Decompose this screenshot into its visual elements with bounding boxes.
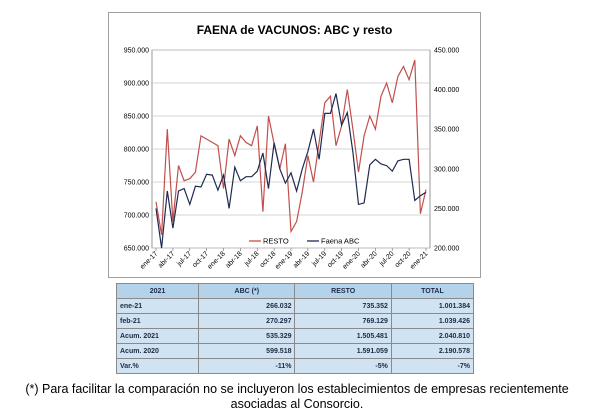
y-left-tick-label: 750.000 [124,180,149,187]
table-cell: Acum. 2020 [115,343,200,359]
table-header: 2021 [115,283,200,299]
summary-table: 2021 ABC (*) RESTO TOTAL ene-21 266.032 … [115,283,475,374]
x-tick-label: jul-20 [378,250,396,268]
x-tick-label: abr-20 [360,250,379,269]
footnote-line: asociadas al Consorcio. [230,397,364,411]
table-cell: 2.040.810 [390,328,475,344]
y-left-tick-label: 950.000 [124,48,149,55]
legend-label: Faena ABC [321,237,360,246]
table-row: ene-21 266.032 735.352 1.001.384 [115,298,475,314]
x-tick-label: abr-19 [292,250,311,269]
legend: RESTO Faena ABC [249,237,360,246]
x-tick-label: abr-18 [225,250,244,269]
table-row: Acum. 2021 535.329 1.505.481 2.040.810 [115,328,475,344]
axis-labels: 650.000 700.000 750.000 800.000 850.000 900.0… [124,48,460,253]
table-cell: 1.039.426 [390,313,475,329]
table-cell: 735.352 [294,298,392,314]
y-left-tick-label: 850.000 [124,114,149,121]
table-header: TOTAL [390,283,475,299]
y-right-tick-label: 450.000 [434,48,459,55]
table-cell: ene-21 [115,298,200,314]
table-cell: -11% [198,358,296,374]
x-tick-label: ene-18 [207,250,227,270]
table-cell: 270.297 [198,313,296,329]
grid-lines [152,49,430,249]
y-right-tick-label: 200.000 [434,246,459,253]
series-line-resto [155,59,427,235]
y-left-tick-label: 700.000 [124,213,149,220]
legend-label: RESTO [263,237,289,246]
footnote-line: (*) Para facilitar la comparación no se … [25,382,569,396]
chart-frame: FAENA de VACUNOS: ABC y resto ene-17 abr-… [108,12,481,278]
table-cell: 599.518 [198,343,296,359]
x-tick-label: jul-17 [175,250,193,268]
x-tick-label: jul-18 [243,250,261,268]
y-right-tick-label: 400.000 [434,87,459,94]
y-right-tick-label: 250.000 [434,206,459,213]
table-cell: -5% [294,358,392,374]
table-header-row: 2021 ABC (*) RESTO TOTAL [115,283,475,299]
y-left-tick-label: 800.000 [124,147,149,154]
x-tick-label: jul-19 [310,250,328,268]
table-cell: feb-21 [115,313,200,329]
table-cell: Acum. 2021 [115,328,200,344]
chart-title: FAENA de VACUNOS: ABC y resto [196,23,393,37]
table-cell: 769.129 [294,313,392,329]
y-left-tick-label: 650.000 [124,246,149,253]
table-row: feb-21 270.297 769.129 1.039.426 [115,313,475,329]
x-tick-label: ene-20 [342,250,362,270]
table-header: ABC (*) [198,283,296,299]
x-tick-label: abr-17 [157,250,176,269]
table-cell: 535.329 [198,328,296,344]
table-cell: 266.032 [198,298,296,314]
footnote: (*) Para facilitar la comparación no se … [0,382,594,412]
y-right-tick-label: 300.000 [434,166,459,173]
table-cell: 1.591.059 [294,343,392,359]
table-row: Acum. 2020 599.518 1.591.059 2.190.578 [115,343,475,359]
x-tick-label: ene-19 [274,250,294,270]
table-cell: 2.190.578 [390,343,475,359]
table-cell: Var.% [115,358,200,374]
table-cell: 1.001.384 [390,298,475,314]
table-cell: 1.505.481 [294,328,392,344]
y-right-tick-label: 350.000 [434,127,459,134]
series-lines [155,59,427,249]
series-line-faena-abc [155,93,427,249]
table-cell: -7% [390,358,475,374]
table-header: RESTO [294,283,392,299]
x-tick-label: ene-21 [409,250,429,270]
x-tick-label: ene-17 [139,250,159,270]
table-row: Var.% -11% -5% -7% [115,358,475,374]
y-left-tick-label: 900.000 [124,81,149,88]
